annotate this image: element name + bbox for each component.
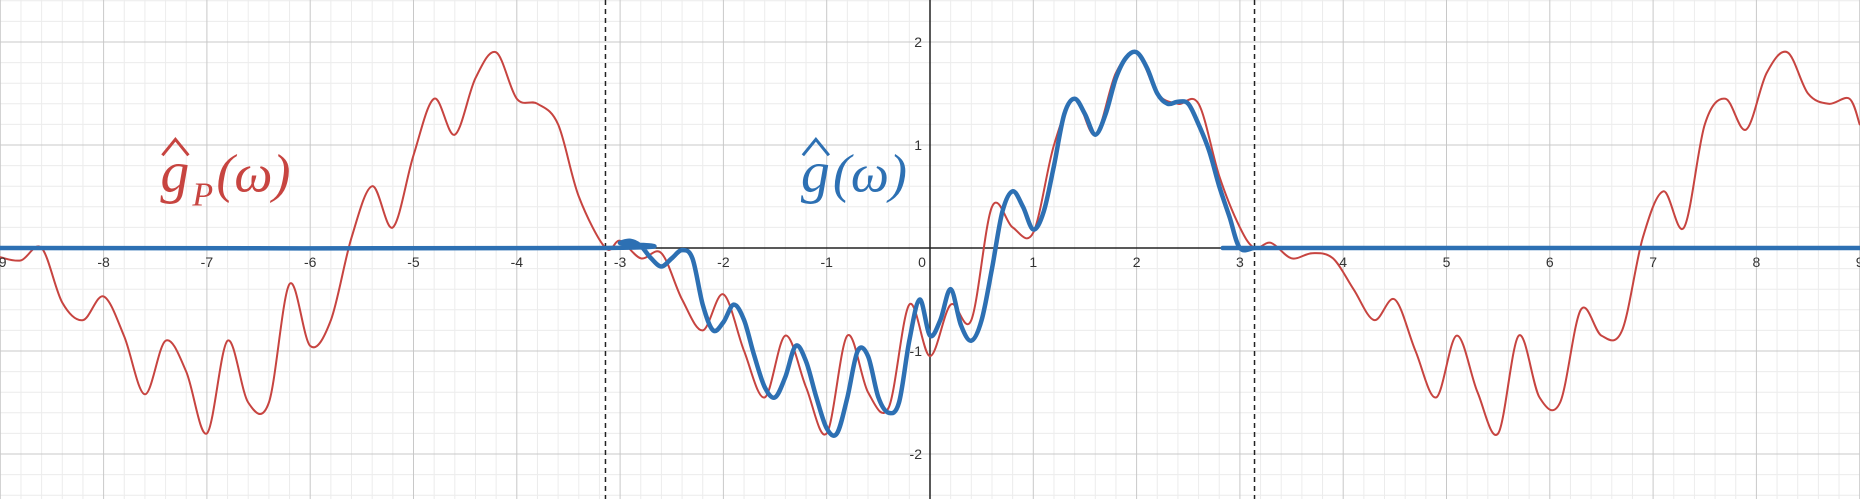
x-tick-label: -2: [717, 254, 730, 270]
y-tick-label: -2: [910, 446, 923, 462]
x-tick-label: -9: [0, 254, 7, 270]
x-tick-label: 0: [918, 254, 926, 270]
label-argument: (ω): [833, 143, 907, 203]
series-line-base: [0, 49, 1860, 438]
x-tick-label: 7: [1649, 254, 1657, 270]
x-tick-label: 3: [1236, 254, 1244, 270]
y-tick-label: 1: [914, 137, 922, 153]
series-line-periodic: [0, 50, 1860, 436]
x-tick-label: -6: [304, 254, 317, 270]
tick-labels: -9 -8 -7 -6 -5 -4 -3 -2 -1 0 1 2 3 4 5 6 7 8 9 -2 -1 1 2: [0, 34, 1860, 462]
curve-labels: g P (ω) g (ω): [160, 136, 907, 213]
y-tick-label: -1: [910, 343, 923, 359]
label-argument: (ω): [216, 143, 290, 203]
x-tick-label: -8: [97, 254, 110, 270]
x-tick-label: 9: [1856, 254, 1860, 270]
x-tick-label: -5: [407, 254, 420, 270]
x-tick-label: -3: [614, 254, 627, 270]
hat-icon: [801, 136, 831, 157]
x-tick-label: 1: [1029, 254, 1037, 270]
series-layer: [0, 49, 1860, 438]
label-subscript: P: [191, 176, 213, 213]
x-tick-label: 2: [1133, 254, 1141, 270]
x-tick-label: 5: [1443, 254, 1451, 270]
hat-icon: [161, 136, 190, 157]
x-tick-label: -4: [511, 254, 524, 270]
vertical-markers: [604, 0, 1256, 499]
label-periodic-transform: g P (ω): [160, 136, 291, 213]
x-tick-label: -7: [201, 254, 214, 270]
x-tick-label: 8: [1753, 254, 1761, 270]
label-transform: g (ω): [801, 136, 907, 204]
x-tick-label: -1: [820, 254, 833, 270]
y-tick-label: 2: [914, 34, 922, 50]
x-tick-label: 6: [1546, 254, 1554, 270]
x-tick-label: 4: [1339, 254, 1347, 270]
